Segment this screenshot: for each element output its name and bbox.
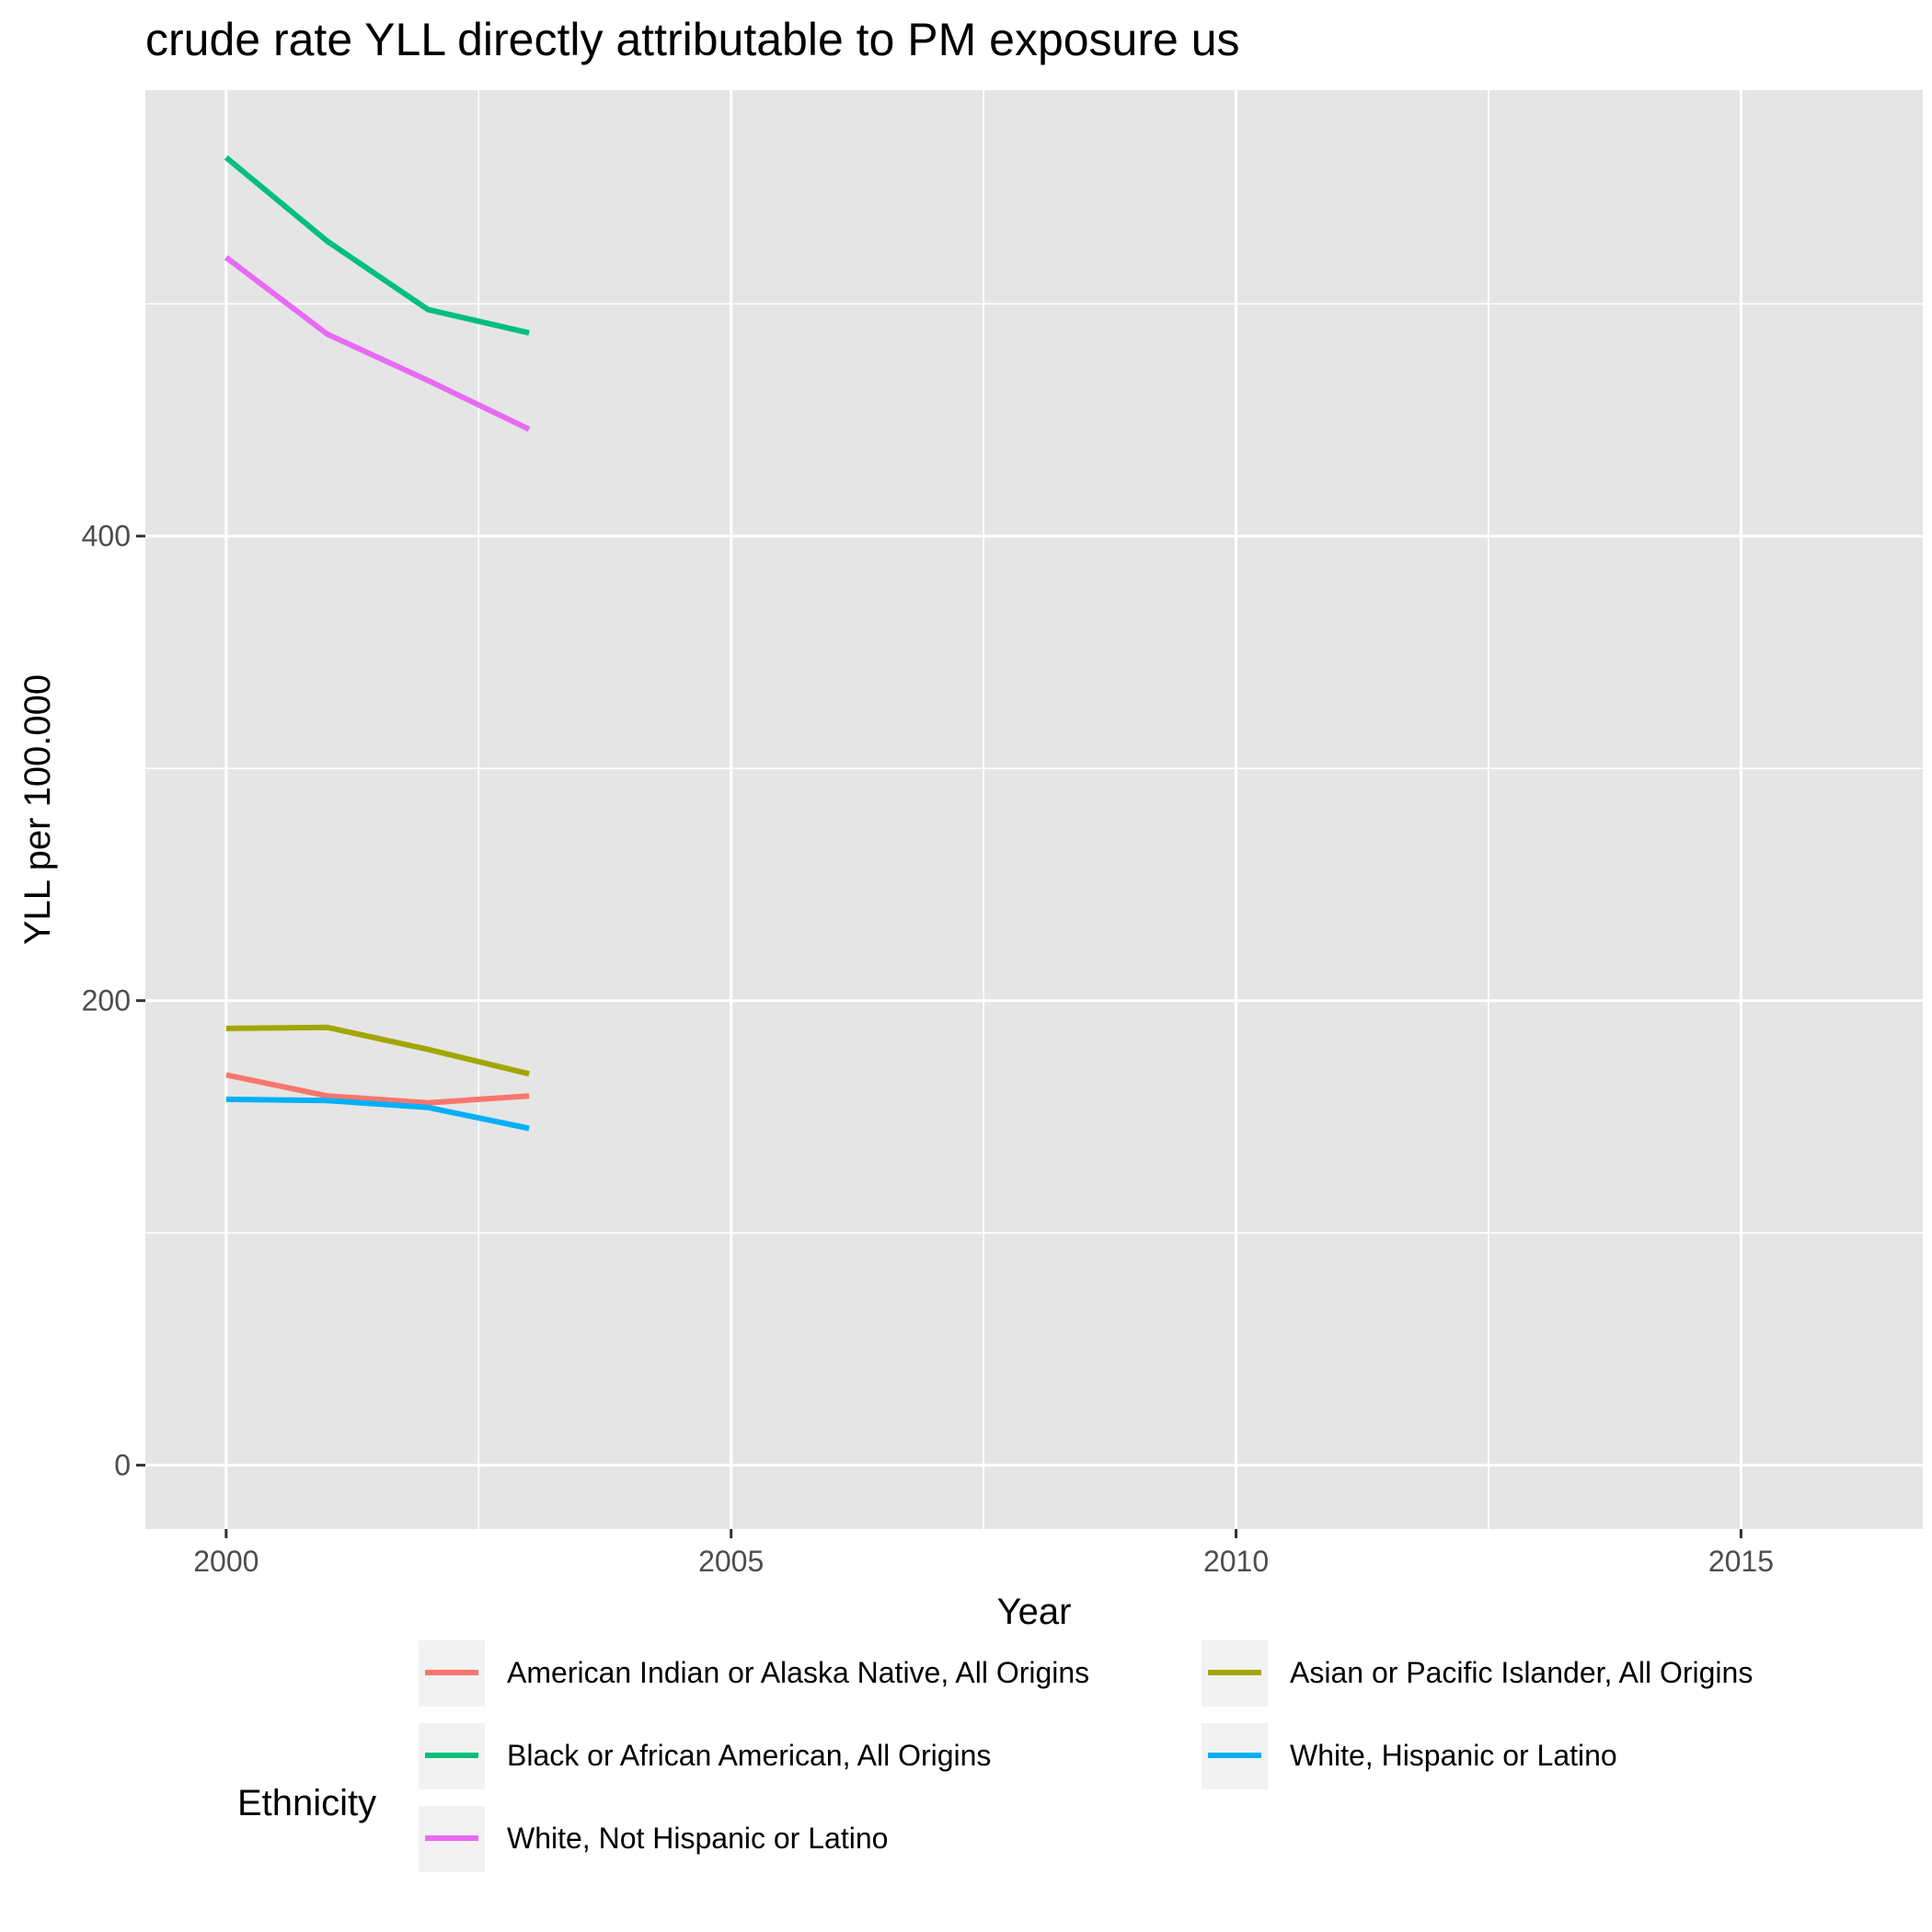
legend-label: American Indian or Alaska Native, All Or… (507, 1656, 1089, 1689)
y-tick-labels: 0 200 400 (82, 520, 131, 1482)
chart-title: crude rate YLL directly attributable to … (145, 14, 1240, 65)
x-tick-label: 2010 (1203, 1545, 1269, 1578)
legend-title: Ethnicity (237, 1783, 376, 1823)
legend-item: Asian or Pacific Islander, All Origins (1202, 1640, 1753, 1707)
legend-label: White, Not Hispanic or Latino (507, 1822, 888, 1855)
legend: Ethnicity American Indian or Alaska Nati… (237, 1640, 1753, 1872)
series-lines (224, 155, 531, 1132)
legend-item: American Indian or Alaska Native, All Or… (419, 1640, 1089, 1707)
legend-label: Asian or Pacific Islander, All Origins (1290, 1656, 1753, 1689)
series-line-white-not-hispanic-or-latino (224, 255, 531, 432)
legend-item: White, Hispanic or Latino (1202, 1723, 1617, 1789)
legend-label: White, Hispanic or Latino (1290, 1739, 1617, 1772)
legend-item: Black or African American, All Origins (419, 1723, 991, 1789)
x-tick-labels: 2000 2005 2010 2015 (193, 1545, 1774, 1578)
series-line-american-indian-or-alaska-native-all-origins (225, 1072, 530, 1106)
y-tick-label: 400 (82, 520, 131, 553)
x-tick-label: 2000 (193, 1545, 259, 1578)
legend-label: Black or African American, All Origins (507, 1739, 991, 1772)
legend-items: American Indian or Alaska Native, All Or… (419, 1640, 1753, 1872)
y-tick-label: 200 (82, 984, 131, 1018)
major-gridlines (145, 90, 1923, 1529)
series-line-white-hispanic-or-latino (225, 1096, 530, 1132)
plot-panel (145, 90, 1923, 1529)
legend-item: White, Not Hispanic or Latino (419, 1806, 888, 1872)
x-tick-label: 2005 (698, 1545, 764, 1578)
y-tick-label: 0 (114, 1449, 131, 1482)
x-tick-label: 2015 (1708, 1545, 1774, 1578)
series-line-black-or-african-american-all-origins (224, 155, 530, 336)
minor-gridlines (145, 90, 1923, 1529)
series-line-asian-or-pacific-islander-all-origins (225, 1024, 530, 1077)
axis-ticks (136, 535, 1742, 1538)
x-axis-title: Year (997, 1592, 1072, 1632)
y-axis-title: YLL per 100.000 (17, 674, 58, 945)
